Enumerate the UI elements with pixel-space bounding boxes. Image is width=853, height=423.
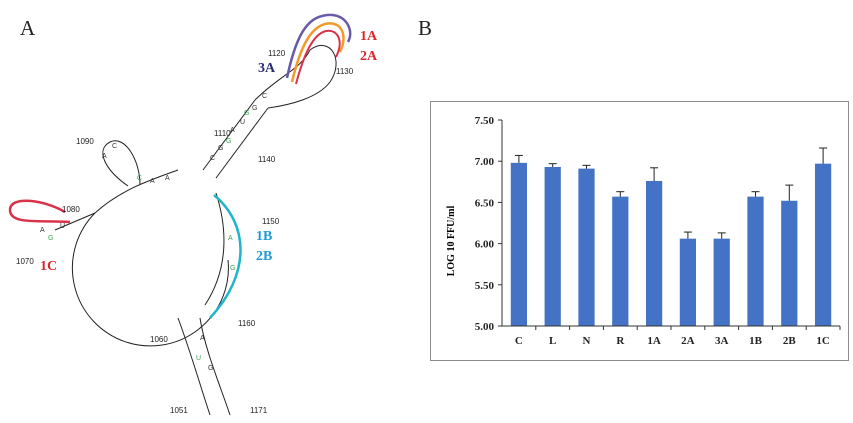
bar [578, 168, 595, 326]
position-1171: 1171 [250, 406, 268, 415]
x-tick-label: 1C [816, 335, 830, 347]
bar [713, 238, 730, 326]
nt-glyph: A [102, 153, 107, 160]
central-loop-arc [71, 212, 229, 347]
bar [814, 163, 832, 326]
region-label-3a: 3A [258, 61, 276, 76]
bars [510, 147, 832, 326]
position-1070: 1070 [16, 257, 34, 266]
x-axis: C L N R 1A 2A 3A 1B 2B 1C [502, 325, 841, 347]
position-1140: 1140 [258, 155, 276, 164]
bar [781, 200, 798, 326]
bar [612, 196, 629, 326]
nt-glyph: C [262, 93, 267, 100]
bottom-stem-right [199, 317, 231, 416]
x-tick-label: C [515, 335, 523, 347]
nt-glyph-green: G [230, 265, 235, 272]
nt-glyph-green: G [244, 110, 249, 117]
region-label-2a: 2A [360, 49, 378, 64]
x-tick-label: 1B [749, 335, 763, 347]
region-label-2b: 2B [256, 249, 272, 264]
purple-highlight-3a [285, 13, 352, 79]
orange-highlight-2a [290, 22, 345, 83]
bar [544, 166, 561, 326]
right-strand [204, 192, 225, 306]
bottom-stem-left [177, 317, 211, 416]
nt-glyph: U [60, 223, 65, 230]
position-1150: 1150 [262, 217, 280, 226]
left-hairpin-stem [54, 212, 96, 231]
green-nucleotide-glyphs: GG CG AG U [48, 110, 249, 362]
position-1160: 1160 [238, 319, 256, 328]
nt-glyph-green: C [137, 175, 142, 182]
position-1080: 1080 [62, 205, 80, 214]
y-tick-label: 7.50 [475, 115, 495, 127]
bar [645, 180, 663, 326]
panel-b-letter: B [418, 16, 433, 40]
region-label-1b: 1B [256, 229, 272, 244]
region-label-1a: 1A [360, 29, 378, 44]
bar-chart: 5.00 5.50 6.00 6.50 7.00 7.50 C L N R 1A 2A 3A 1B 2B 1… [446, 115, 841, 347]
x-tick-label: 1A [647, 335, 661, 347]
y-axis: 5.00 5.50 6.00 6.50 7.00 7.50 [475, 115, 503, 333]
nt-glyph: G [252, 105, 257, 112]
position-1051: 1051 [170, 406, 188, 415]
x-tick-label: L [549, 335, 556, 347]
nt-glyph: C [210, 155, 215, 162]
position-1120: 1120 [268, 49, 286, 58]
x-tick-label: R [616, 335, 625, 347]
top-left-hairpin [102, 140, 141, 187]
nt-glyph: C [112, 143, 117, 150]
y-tick-label: 5.00 [475, 321, 495, 333]
nt-glyph: A [150, 178, 155, 185]
position-1130: 1130 [336, 67, 354, 76]
x-tick-label: N [583, 335, 591, 347]
position-1110: 1110 [214, 129, 231, 138]
nt-glyph: G [218, 145, 223, 152]
y-tick-label: 7.00 [475, 156, 495, 168]
y-tick-label: 6.00 [475, 239, 495, 251]
cyan-highlight-1b2b [209, 194, 242, 319]
upper-stem-left [202, 99, 256, 171]
nt-glyph-green: U [196, 355, 201, 362]
y-tick-label: 6.50 [475, 197, 495, 209]
x-tick-label: 3A [715, 335, 729, 347]
red-highlight-1a [295, 29, 341, 85]
region-label-1c: 1C [40, 259, 57, 274]
bar [679, 238, 697, 326]
nt-glyph: A [230, 127, 235, 134]
nt-glyph-green: G [226, 138, 231, 145]
upper-stem-right [215, 107, 269, 179]
nt-glyph-green: G [48, 235, 53, 242]
x-tick-label: 2B [783, 335, 797, 347]
nt-glyph: A [200, 335, 205, 342]
red-highlight-1c [8, 199, 71, 224]
y-axis-label: LOG 10 FFU/ml [446, 206, 457, 277]
position-1060: 1060 [150, 335, 168, 344]
nt-glyph: U [240, 119, 245, 126]
nt-glyph: G [208, 365, 213, 372]
panel-a-letter: A [20, 16, 36, 40]
x-tick-label: 2A [681, 335, 695, 347]
bar [510, 162, 528, 326]
bar [747, 196, 764, 326]
nt-glyph: A [40, 227, 45, 234]
top-connector [94, 169, 179, 214]
y-tick-label: 5.50 [475, 280, 495, 292]
nt-glyph: A [165, 175, 170, 182]
nt-glyph-green: A [228, 235, 233, 242]
position-1090: 1090 [76, 137, 94, 146]
chart-frame [430, 101, 849, 361]
